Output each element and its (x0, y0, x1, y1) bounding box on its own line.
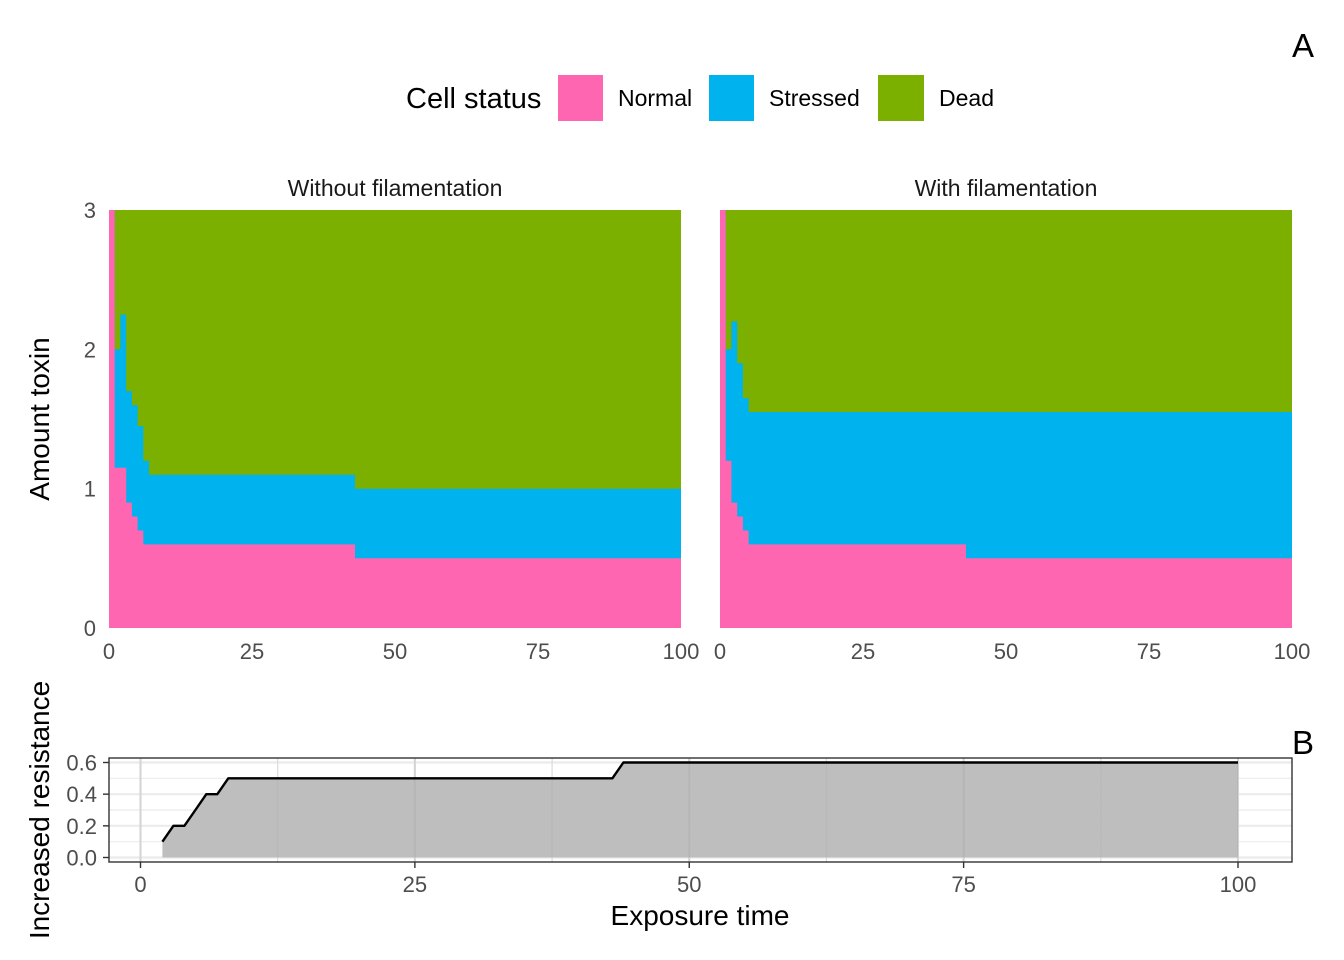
legend-key-dead (878, 75, 924, 121)
y-tick-label: 1 (84, 477, 96, 502)
x-tick-label: 25 (240, 639, 264, 664)
x-tick-label: 25 (403, 872, 427, 897)
x-tick-label: 25 (851, 639, 875, 664)
x-tick-label: 75 (951, 872, 975, 897)
legend-key-stressed (709, 75, 754, 121)
y-tick-label: 0.4 (66, 782, 97, 807)
y-tick-label: 0.2 (66, 814, 97, 839)
top-x-axis-right: 0 25 50 75 100 (714, 639, 1310, 664)
resistance-panel (108, 757, 1293, 863)
y-tick-label: 3 (84, 198, 96, 223)
top-x-axis-left: 0 25 50 75 100 (103, 639, 699, 664)
x-tick-label: 100 (1220, 872, 1257, 897)
legend-title: Cell status (406, 83, 541, 115)
legend: Cell status Normal Stressed Dead (406, 75, 994, 121)
legend-label-dead: Dead (939, 85, 994, 111)
legend-label-normal: Normal (618, 85, 692, 111)
bottom-x-axis-title: Exposure time (611, 900, 790, 931)
top-y-axis-title: Amount toxin (24, 337, 55, 500)
bottom-y-axis: 0.0 0.2 0.4 0.6 (66, 751, 109, 871)
x-tick-label: 75 (526, 639, 550, 664)
x-tick-label: 50 (383, 639, 407, 664)
bottom-y-axis-title: Increased resistance (24, 681, 55, 939)
stressed-area (720, 210, 1292, 628)
facet-without-filamentation (109, 210, 681, 628)
panel-border (108, 757, 1293, 863)
legend-key-normal (558, 75, 603, 121)
y-tick-label: 2 (84, 337, 96, 362)
normal-area (720, 210, 1292, 628)
y-tick-label: 0 (84, 616, 96, 641)
x-tick-label: 100 (663, 639, 700, 664)
facet-title-with: With filamentation (915, 175, 1098, 201)
top-y-axis: 0 1 2 3 (84, 198, 96, 641)
facet-with-filamentation (720, 210, 1292, 628)
legend-label-stressed: Stressed (769, 85, 860, 111)
x-tick-label: 0 (103, 639, 115, 664)
normal-area (109, 210, 681, 628)
panel-tag-b: B (1292, 724, 1314, 761)
x-tick-label: 0 (714, 639, 726, 664)
x-tick-label: 0 (134, 872, 146, 897)
panel-tag-a: A (1292, 27, 1314, 64)
stressed-area (109, 210, 681, 628)
resistance-line (161, 761, 1238, 843)
y-tick-label: 0.0 (66, 846, 97, 871)
x-tick-label: 75 (1137, 639, 1161, 664)
x-tick-label: 100 (1274, 639, 1311, 664)
bottom-x-axis: 0 25 50 75 100 (134, 862, 1256, 897)
x-tick-label: 50 (994, 639, 1018, 664)
x-tick-label: 50 (677, 872, 701, 897)
y-tick-label: 0.6 (66, 751, 97, 776)
facet-title-without: Without filamentation (288, 175, 503, 201)
resistance-area (162, 762, 1238, 858)
